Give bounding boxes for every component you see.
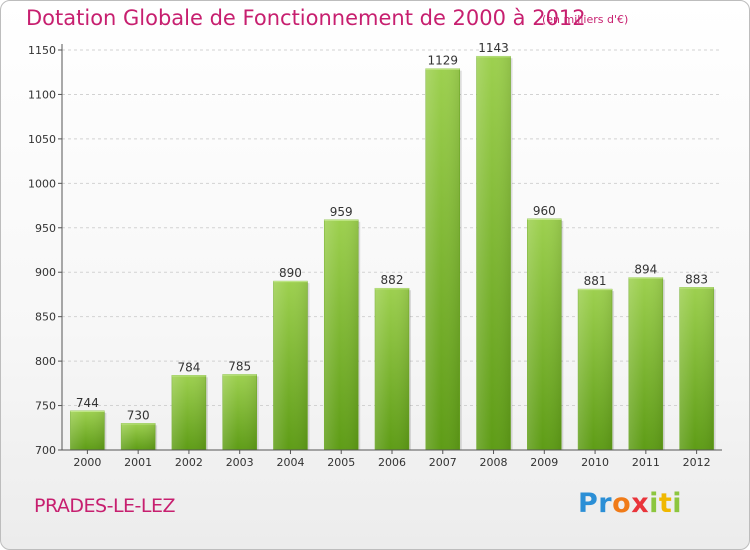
x-tick-label: 2008 [480, 456, 508, 469]
bar-value-label: 784 [177, 360, 200, 374]
logo-letter: t [658, 488, 673, 519]
bar-sheen [628, 277, 663, 450]
commune-name: PRADES-LE-LEZ [34, 495, 176, 517]
bar-sheen [476, 56, 511, 450]
bar-sheen [171, 375, 206, 450]
x-tick-label: 2009 [530, 456, 558, 469]
logo-letter: o [612, 488, 632, 519]
bar-sheen [578, 289, 613, 450]
bar-sheen [324, 219, 359, 450]
x-tick-label: 2006 [378, 456, 406, 469]
y-tick-label: 1050 [28, 133, 56, 146]
y-tick-labels: 700 750 800 850 900 950 1000 1050 1100 1150 [28, 44, 56, 457]
y-tick-label: 850 [35, 311, 56, 324]
proxiti-logo: Proxiti [578, 488, 682, 519]
bar-value-label: 959 [330, 205, 353, 219]
logo-letter: r [598, 488, 613, 519]
x-tick-label: 2002 [175, 456, 203, 469]
y-tick-label: 1150 [28, 44, 56, 57]
x-tick-label: 2012 [683, 456, 711, 469]
x-tick-label: 2005 [327, 456, 355, 469]
y-tick-label: 1000 [28, 177, 56, 190]
bar-value-label: 744 [76, 396, 99, 410]
chart-title: Dotation Globale de Fonctionnement de 20… [26, 6, 586, 30]
x-tick-label: 2004 [276, 456, 304, 469]
logo-letter: x [631, 488, 650, 519]
x-tick-labels: 2000 2001 2002 2003 2004 2005 2006 2007 2008 2009… [73, 450, 711, 469]
bar-sheen [425, 68, 460, 451]
y-tick-label: 800 [35, 355, 56, 368]
bar-value-label: 1129 [427, 54, 458, 68]
logo-letter: i [649, 488, 659, 519]
x-tick-label: 2003 [226, 456, 254, 469]
bar-value-label: 890 [279, 266, 302, 280]
bars [70, 55, 716, 451]
bar-value-label: 960 [533, 204, 556, 218]
bar-sheen [222, 374, 257, 450]
logo-letter: i [672, 488, 683, 519]
bar-sheen [70, 410, 105, 450]
y-tick-label: 700 [35, 444, 56, 457]
bar-value-label: 894 [634, 263, 657, 277]
bar-sheen [375, 288, 409, 450]
y-tick-label: 1100 [28, 88, 56, 101]
bar-value-label: 881 [584, 274, 607, 288]
y-tick-label: 750 [35, 400, 56, 413]
bar-sheen [679, 287, 714, 450]
logo-letter: P [578, 488, 599, 519]
bar-sheen [527, 218, 562, 450]
value-labels: 744 730 784 785 890 959 882 1129 1143 960 881 894 88… [76, 41, 708, 422]
x-tick-label: 2000 [73, 456, 101, 469]
x-tick-label: 2007 [429, 456, 457, 469]
y-tick-label: 950 [35, 222, 56, 235]
bar-sheen [121, 423, 156, 450]
x-tick-label: 2011 [632, 456, 660, 469]
chart-subtitle: (en milliers d'€) [542, 13, 629, 26]
x-tick-label: 2001 [124, 456, 152, 469]
bar-value-label: 730 [127, 408, 150, 422]
bar-value-label: 785 [228, 359, 251, 373]
bar-value-label: 882 [381, 273, 404, 287]
y-tick-label: 900 [35, 266, 56, 279]
x-tick-label: 2010 [581, 456, 609, 469]
bar-value-label: 1143 [478, 41, 509, 55]
bar-value-label: 883 [685, 272, 708, 286]
bar-sheen [273, 281, 308, 450]
